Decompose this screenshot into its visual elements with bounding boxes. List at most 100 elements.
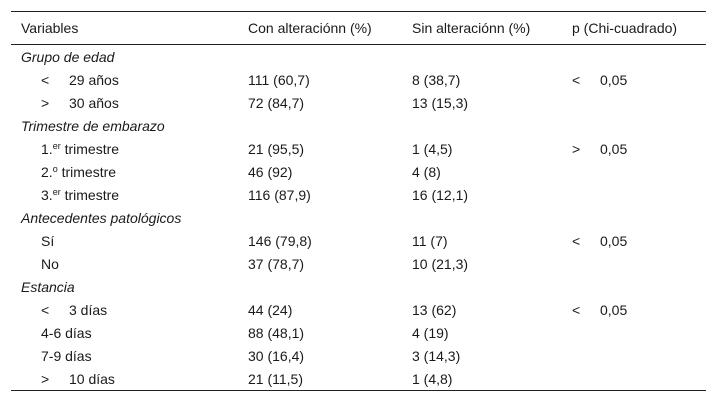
con-alteracion-value: 88 (48,1): [248, 324, 305, 341]
data-table-container: Variables Con alteraciónn (%) Sin altera…: [11, 11, 706, 391]
row-label: Sí: [11, 229, 238, 252]
group-title: Antecedentes patológicos: [21, 209, 182, 226]
con-alteracion-value: 111 (60,7): [248, 71, 310, 88]
row-label: 3.er trimestre: [11, 183, 238, 206]
group-row: Trimestre de embarazo: [11, 114, 706, 137]
empty-cell: [402, 275, 562, 298]
row-label-text: trimestre: [64, 140, 120, 157]
p-value-cell: [562, 321, 706, 344]
table-row: No 37 (78,7) 10 (21,3): [11, 252, 706, 275]
table-row: >30 años 72 (84,7) 13 (15,3): [11, 91, 706, 114]
row-label: <29 años: [11, 68, 238, 91]
con-alteracion-value: 21 (95,5): [248, 140, 305, 157]
sin-alteracion-value: 16 (12,1): [412, 186, 469, 203]
con-alteracion-value: 146 (79,8): [248, 232, 312, 249]
row-label-text: 30 años: [69, 94, 119, 111]
sin-alteracion-value: 3 (14,3): [412, 347, 461, 364]
p-value-cell: >0,05: [562, 137, 706, 160]
con-alteracion-value: 37 (78,7): [248, 255, 305, 272]
sin-alteracion-value: 4 (19): [412, 324, 449, 341]
group-row: Grupo de edad: [11, 45, 706, 69]
empty-cell: [238, 206, 402, 229]
row-label: 1.er trimestre: [11, 137, 238, 160]
p-value-cell: [562, 183, 706, 206]
ordinal-suffix: er: [52, 186, 61, 197]
table-row: 3.er trimestre 116 (87,9) 16 (12,1): [11, 183, 706, 206]
comparison-operator: <: [41, 301, 50, 318]
row-label: No: [11, 252, 238, 275]
row-label-text: 29 años: [69, 71, 119, 88]
row-label: 4-6 días: [11, 321, 238, 344]
sin-alteracion-value: 10 (21,3): [412, 255, 469, 272]
p-value-cell: <0,05: [562, 229, 706, 252]
row-label-text: 4-6 días: [41, 324, 92, 341]
p-operator: <: [572, 71, 581, 88]
ordinal-suffix: o: [52, 163, 58, 174]
row-label-text: 3 días: [69, 301, 108, 318]
ordinal-number: 3.: [41, 186, 53, 203]
sin-alteracion-value: 13 (15,3): [412, 94, 469, 111]
sin-alteracion-value: 1 (4,8): [412, 370, 453, 387]
header-row: Variables Con alteraciónn (%) Sin altera…: [11, 11, 706, 45]
sin-alteracion-value: 13 (62): [412, 301, 457, 318]
con-alteracion-value: 21 (11,5): [248, 370, 303, 387]
empty-cell: [402, 114, 562, 137]
comparison-operator: <: [41, 71, 50, 88]
ordinal-number: 1.: [41, 140, 53, 157]
con-alteracion-value: 116 (87,9): [248, 186, 311, 203]
p-value: 0,05: [600, 232, 628, 249]
row-label-text: Sí: [41, 232, 55, 249]
row-label-text: 7-9 días: [41, 347, 92, 364]
table-row: Sí 146 (79,8) 11 (7) <0,05: [11, 229, 706, 252]
empty-cell: [562, 45, 706, 69]
p-value-cell: [562, 91, 706, 114]
p-operator: <: [572, 301, 581, 318]
ordinal-suffix: er: [52, 140, 61, 151]
sin-alteracion-value: 1 (4,5): [412, 140, 453, 157]
empty-cell: [238, 114, 402, 137]
p-operator: <: [572, 232, 581, 249]
group-title: Estancia: [21, 278, 75, 295]
sin-alteracion-value: 11 (7): [412, 232, 448, 249]
row-label: 7-9 días: [11, 344, 238, 367]
p-value-cell: <0,05: [562, 68, 706, 91]
header-p-value: p (Chi-cuadrado): [572, 20, 678, 36]
table-row: >10 días 21 (11,5) 1 (4,8): [11, 367, 706, 391]
con-alteracion-value: 30 (16,4): [248, 347, 305, 364]
comparison-operator: >: [41, 370, 50, 387]
p-operator: >: [572, 140, 581, 157]
p-value-cell: [562, 160, 706, 183]
comparison-operator: >: [41, 94, 50, 111]
p-value: 0,05: [600, 71, 628, 88]
con-alteracion-value: 46 (92): [248, 163, 293, 180]
group-row: Estancia: [11, 275, 706, 298]
row-label-text: 10 días: [69, 370, 115, 387]
row-label: >10 días: [11, 367, 238, 391]
empty-cell: [238, 45, 402, 69]
table-header: Variables Con alteraciónn (%) Sin altera…: [11, 11, 706, 45]
sin-alteracion-value: 8 (38,7): [412, 71, 461, 88]
row-label-text: No: [41, 255, 59, 272]
empty-cell: [562, 206, 706, 229]
row-label: <3 días: [11, 298, 238, 321]
empty-cell: [402, 206, 562, 229]
row-label-text: trimestre: [61, 163, 117, 180]
table-row: 4-6 días 88 (48,1) 4 (19): [11, 321, 706, 344]
results-table: Variables Con alteraciónn (%) Sin altera…: [11, 11, 706, 391]
table-body: Grupo de edad <29 años 111 (60,7) 8 (38,7) <…: [11, 45, 706, 391]
p-value: 0,05: [600, 301, 628, 318]
table-row: 7-9 días 30 (16,4) 3 (14,3): [11, 344, 706, 367]
table-row: 2.o trimestre 46 (92) 4 (8): [11, 160, 706, 183]
con-alteracion-value: 72 (84,7): [248, 94, 305, 111]
empty-cell: [562, 114, 706, 137]
table-row: <29 años 111 (60,7) 8 (38,7) <0,05: [11, 68, 706, 91]
p-value: 0,05: [600, 140, 628, 157]
header-variables: Variables: [21, 20, 79, 36]
row-label: 2.o trimestre: [11, 160, 238, 183]
row-label: >30 años: [11, 91, 238, 114]
ordinal-number: 2.: [41, 163, 53, 180]
empty-cell: [562, 275, 706, 298]
p-value-cell: <0,05: [562, 298, 706, 321]
row-label-text: trimestre: [64, 186, 120, 203]
p-value-cell: [562, 367, 706, 391]
